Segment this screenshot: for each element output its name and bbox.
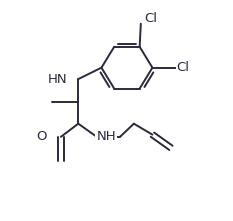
Text: NH: NH bbox=[96, 130, 116, 143]
Text: HN: HN bbox=[48, 72, 67, 86]
Text: O: O bbox=[36, 130, 46, 143]
Text: Cl: Cl bbox=[144, 12, 157, 25]
Text: Cl: Cl bbox=[177, 61, 190, 74]
